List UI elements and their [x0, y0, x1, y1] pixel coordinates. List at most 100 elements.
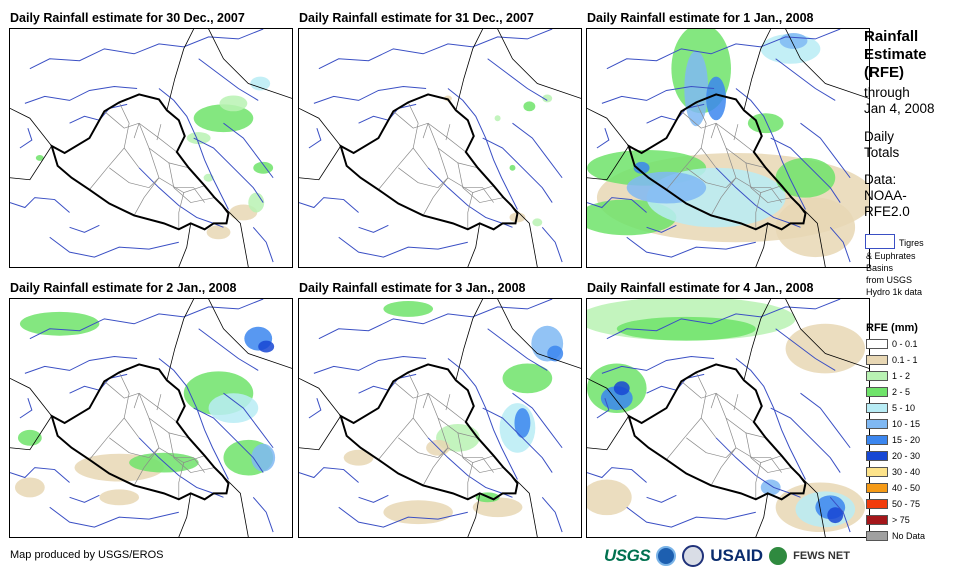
country-border: [785, 299, 869, 369]
map-panel-2: [298, 28, 582, 268]
province-boundary: [745, 432, 792, 473]
rfe-class-swatch: [866, 339, 888, 349]
fews-net-logo: FEWS NET: [793, 550, 850, 562]
rfe-class-label: > 75: [892, 515, 910, 525]
basin-outline: [829, 227, 851, 263]
country-border: [222, 205, 249, 267]
province-boundary: [437, 417, 494, 464]
basin-outline: [601, 86, 715, 104]
basin-outline: [482, 137, 553, 203]
basin-outline: [338, 236, 468, 258]
province-boundary: [427, 123, 478, 169]
basin-outline: [512, 122, 563, 179]
basin-outline: [193, 407, 264, 473]
rainfall-map-2: [299, 29, 581, 267]
country-border: [511, 205, 538, 267]
province-boundary: [725, 417, 782, 464]
rainfall-patch: [383, 300, 434, 317]
rfe-class-label: 1 - 2: [892, 371, 911, 381]
basin-outline: [223, 122, 274, 179]
rainfall-patch: [494, 115, 501, 122]
province-boundary: [148, 147, 205, 194]
province-boundary: [710, 447, 737, 486]
basin-outline: [447, 88, 518, 210]
basin-outline: [606, 29, 841, 70]
province-boundary: [686, 167, 737, 189]
rainfall-patch: [17, 429, 42, 446]
province-boundary: [427, 393, 478, 439]
basin-outline: [487, 58, 548, 101]
basin-outline: [427, 167, 513, 228]
basin-outline: [10, 197, 70, 213]
country-border: [208, 29, 292, 99]
basin-outline: [541, 497, 563, 533]
usgs-logo: USGS: [604, 546, 651, 565]
legend-text-line: RFE2.0: [864, 204, 910, 219]
country-border: [10, 145, 53, 181]
basin-outline: [313, 356, 427, 374]
rainfall-patch: [472, 497, 523, 518]
legend-title-line: Estimate: [864, 46, 927, 63]
country-border: [299, 107, 342, 147]
legend-text-line: Totals: [864, 145, 900, 160]
rfe-class-swatch: [866, 467, 888, 477]
basin-outline: [299, 197, 359, 213]
map-panel-6: [586, 298, 870, 538]
basin-outline: [158, 88, 229, 210]
legend-text-line: through: [864, 85, 910, 100]
rainfall-patch: [706, 76, 727, 121]
basin-outline: [193, 137, 264, 203]
country-border: [587, 415, 630, 451]
province-boundary: [109, 437, 160, 459]
rainfall-patch: [206, 225, 231, 240]
country-border: [743, 299, 772, 381]
province-boundary: [89, 147, 125, 190]
basin-outline: [646, 494, 677, 503]
province-boundary: [422, 123, 451, 141]
rainfall-patch: [760, 479, 781, 496]
basin-outline: [596, 128, 610, 149]
panel-title-2: Daily Rainfall estimate for 31 Dec., 200…: [299, 11, 534, 25]
basin-outline: [735, 358, 806, 480]
rainfall-patch: [587, 479, 632, 516]
province-boundary: [715, 393, 766, 439]
province-boundary: [178, 462, 185, 500]
rainfall-patch: [633, 161, 650, 174]
province-boundary: [173, 187, 205, 203]
map-credit: Map produced by USGS/EROS: [10, 549, 164, 561]
province-boundary: [750, 187, 782, 203]
country-border: [587, 145, 630, 181]
province-boundary: [104, 111, 178, 153]
province-boundary: [715, 123, 766, 169]
province-boundary: [755, 462, 762, 500]
province-boundary: [133, 447, 160, 486]
country-border: [10, 377, 53, 417]
rfe-legend-title: RFE (mm): [866, 322, 918, 334]
basin-outline: [735, 88, 806, 210]
basin-outline: [318, 299, 553, 340]
rainfall-patch: [193, 104, 254, 133]
rainfall-map-5: [299, 299, 581, 537]
province-boundary: [89, 417, 125, 460]
basin-outline: [626, 236, 756, 258]
country-border: [222, 475, 249, 537]
province-boundary: [467, 192, 474, 230]
rainfall-patch: [99, 489, 140, 506]
country-border: [166, 299, 195, 381]
rainfall-patch: [775, 197, 856, 258]
rfe-class-label: 0 - 0.1: [892, 339, 918, 349]
country-border: [208, 299, 292, 369]
basin-outline: [313, 86, 427, 104]
rainfall-map-4: [10, 299, 292, 537]
rfe-class-label: 20 - 30: [892, 451, 921, 461]
basin-outline: [800, 122, 851, 179]
iraq-border: [627, 93, 807, 231]
province-boundary: [104, 381, 178, 423]
rainfall-patch: [186, 132, 211, 145]
rainfall-patch: [35, 154, 44, 161]
province-boundary: [422, 393, 451, 411]
province-boundary: [378, 147, 414, 190]
province-boundary: [393, 381, 467, 423]
country-border: [743, 29, 772, 111]
rainfall-patch: [547, 345, 564, 362]
